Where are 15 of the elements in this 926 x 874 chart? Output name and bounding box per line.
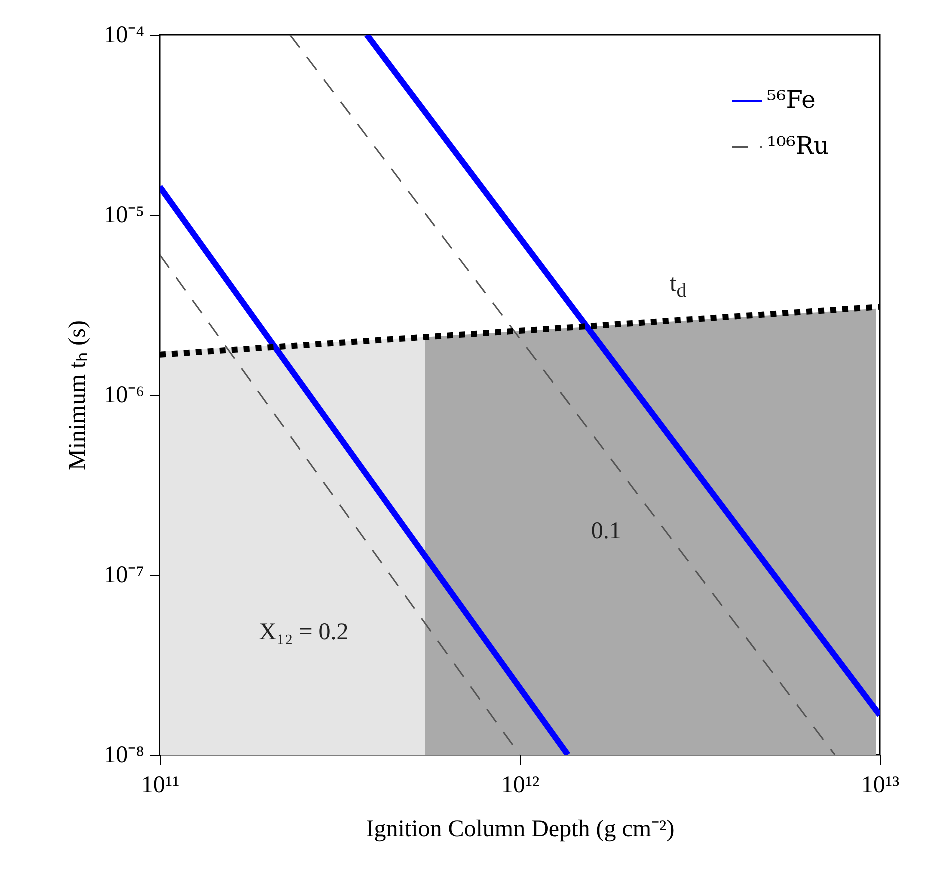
x-tick-label: 10¹²	[501, 772, 540, 798]
annotation: 0.1	[591, 518, 622, 546]
y-tick-label: 10⁻⁸	[104, 742, 144, 768]
y-tick-label: 10⁻⁶	[104, 382, 144, 408]
annotation: X₁₂ = 0.2	[259, 619, 349, 646]
annotation: t$_{d}$	[670, 271, 687, 303]
legend-label: ⁵⁶Fe	[767, 86, 816, 114]
x-tick-label: 10¹¹	[141, 772, 180, 798]
x-tick-label: 10¹³	[861, 772, 900, 798]
y-tick-label: 10⁻⁴	[104, 22, 144, 48]
y-tick-label: 10⁻⁵	[104, 202, 144, 228]
y-tick-label: 10⁻⁷	[104, 562, 144, 588]
x-axis-title: Ignition Column Depth (g cm⁻²)	[366, 816, 675, 842]
legend-label: ¹⁰⁶Ru	[767, 132, 830, 160]
y-axis-title: Minimum tₕ (s)	[65, 320, 92, 471]
